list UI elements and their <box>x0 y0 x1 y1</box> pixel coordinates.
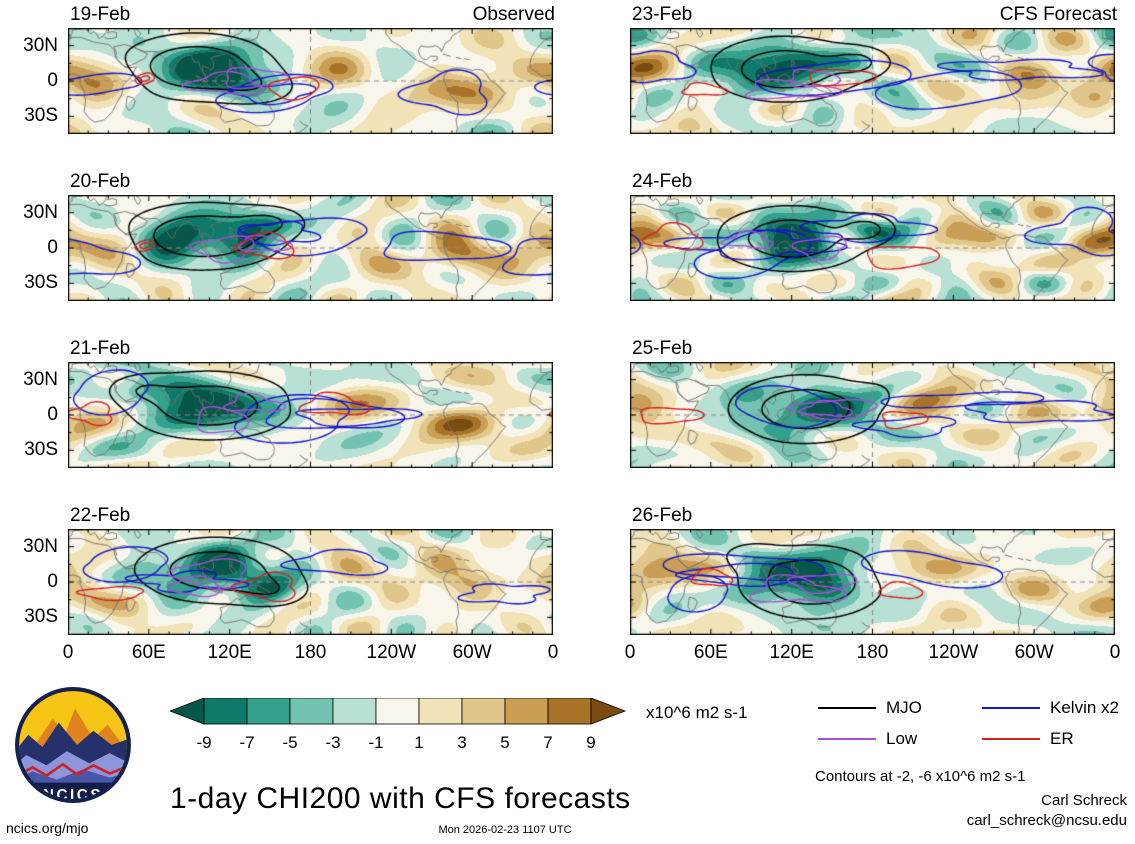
credit-email: carl_schreck@ncsu.edu <box>966 812 1127 829</box>
panel-date-label: 23-Feb <box>632 4 693 25</box>
svg-text:5: 5 <box>500 733 509 752</box>
y-axis-tick-label: 30S <box>24 439 58 461</box>
panel-date-label: 20-Feb <box>70 171 131 192</box>
svg-text:-3: -3 <box>325 733 340 752</box>
x-axis-tick-label: 0 <box>624 642 636 663</box>
map-panel-25-Feb <box>630 362 1115 468</box>
colorbar: -9 -7 -5 -3 -1 1 3 5 7 9 <box>168 697 628 761</box>
x-axis-tick-label: 0 <box>62 642 74 663</box>
svg-text:-7: -7 <box>239 733 254 752</box>
map-panel-24-Feb <box>630 195 1115 301</box>
panel-header-row: 20-Feb <box>70 171 555 193</box>
map-panel-22-Feb <box>68 529 553 635</box>
y-axis-tick-label: 30S <box>24 105 58 127</box>
map-panel-19-Feb <box>68 28 553 134</box>
map-panel-20-Feb <box>68 195 553 301</box>
panel-date-label: 21-Feb <box>70 338 131 359</box>
panel-date-label: 22-Feb <box>70 505 131 526</box>
panel-header-row: 21-Feb <box>70 338 555 360</box>
x-axis-tick-label: 120E <box>207 642 252 663</box>
svg-text:3: 3 <box>457 733 466 752</box>
panel-header-row: 23-Feb CFS Forecast <box>632 4 1117 26</box>
svg-text:7: 7 <box>543 733 552 752</box>
svg-text:9: 9 <box>586 733 595 752</box>
y-axis-tick-label: 30S <box>24 272 58 294</box>
svg-text:-1: -1 <box>368 733 383 752</box>
legend-item-kelvin: Kelvin x2 <box>982 698 1119 718</box>
panel-header-row: 19-Feb Observed <box>70 4 555 26</box>
x-axis-tick-label: 180 <box>294 642 327 663</box>
y-axis-tick-label: 0 <box>47 70 58 91</box>
x-axis-tick-label: 120E <box>769 642 814 663</box>
panel-date-label: 24-Feb <box>632 171 693 192</box>
column-title: CFS Forecast <box>999 4 1117 25</box>
legend-label-er: ER <box>1050 729 1074 748</box>
x-axis-tick-label: 60W <box>452 642 492 663</box>
y-axis-tick-label: 30N <box>23 368 58 390</box>
y-axis-tick-label: 30N <box>23 535 58 557</box>
site-label: ncics.org/mjo <box>6 820 89 836</box>
svg-text:-9: -9 <box>196 733 211 752</box>
legend-item-er: ER <box>982 729 1074 749</box>
y-axis-tick-label: 0 <box>47 237 58 258</box>
x-axis-tick-label: 60E <box>693 642 728 663</box>
y-axis-tick-label: 0 <box>47 571 58 592</box>
ncics-logo-image: NCICS <box>15 687 131 804</box>
panel-header-row: 22-Feb <box>70 505 555 527</box>
legend-line-mjo <box>818 707 876 709</box>
x-axis-tick-label: 120W <box>366 642 417 663</box>
x-axis-tick-label: 120W <box>928 642 979 663</box>
contours-note: Contours at -2, -6 x10^6 m2 s-1 <box>815 768 1026 785</box>
x-axis-tick-label: 60W <box>1014 642 1054 663</box>
panel-date-label: 26-Feb <box>632 505 693 526</box>
column-title: Observed <box>472 4 555 25</box>
panel-date-label: 25-Feb <box>632 338 693 359</box>
legend-line-kelvin <box>982 707 1040 709</box>
legend-item-low: Low <box>818 729 917 749</box>
svg-text:1: 1 <box>414 733 423 752</box>
y-axis-tick-label: 30N <box>23 34 58 56</box>
y-axis-tick-label: 30S <box>24 606 58 628</box>
legend-label-kelvin: Kelvin x2 <box>1050 698 1119 717</box>
panel-header-row: 24-Feb <box>632 171 1117 193</box>
y-axis-tick-label: 0 <box>47 404 58 425</box>
legend-line-low <box>818 738 876 740</box>
legend-label-low: Low <box>886 729 918 748</box>
svg-text:-5: -5 <box>282 733 297 752</box>
panel-header-row: 25-Feb <box>632 338 1117 360</box>
legend-label-mjo: MJO <box>886 698 922 717</box>
x-axis-tick-label: 0 <box>1109 642 1121 663</box>
x-axis-tick-label: 60E <box>131 642 166 663</box>
map-panel-23-Feb <box>630 28 1115 134</box>
credit-name: Carl Schreck <box>1041 792 1127 809</box>
y-axis-tick-label: 30N <box>23 201 58 223</box>
legend-item-mjo: MJO <box>818 698 922 718</box>
x-axis-tick-label: 0 <box>547 642 559 663</box>
legend-line-er <box>982 738 1040 740</box>
map-panel-21-Feb <box>68 362 553 468</box>
panel-header-row: 26-Feb <box>632 505 1117 527</box>
map-panel-26-Feb <box>630 529 1115 635</box>
figure-title: 1-day CHI200 with CFS forecasts <box>170 782 631 815</box>
timestamp-label: Mon 2026-02-23 1107 UTC <box>438 824 572 836</box>
panel-date-label: 19-Feb <box>70 4 131 25</box>
x-axis-tick-label: 180 <box>856 642 889 663</box>
colorbar-units-label: x10^6 m2 s-1 <box>646 703 748 722</box>
ncics-logo: NCICS <box>12 684 134 811</box>
ncics-logo-text: NCICS <box>43 787 103 804</box>
